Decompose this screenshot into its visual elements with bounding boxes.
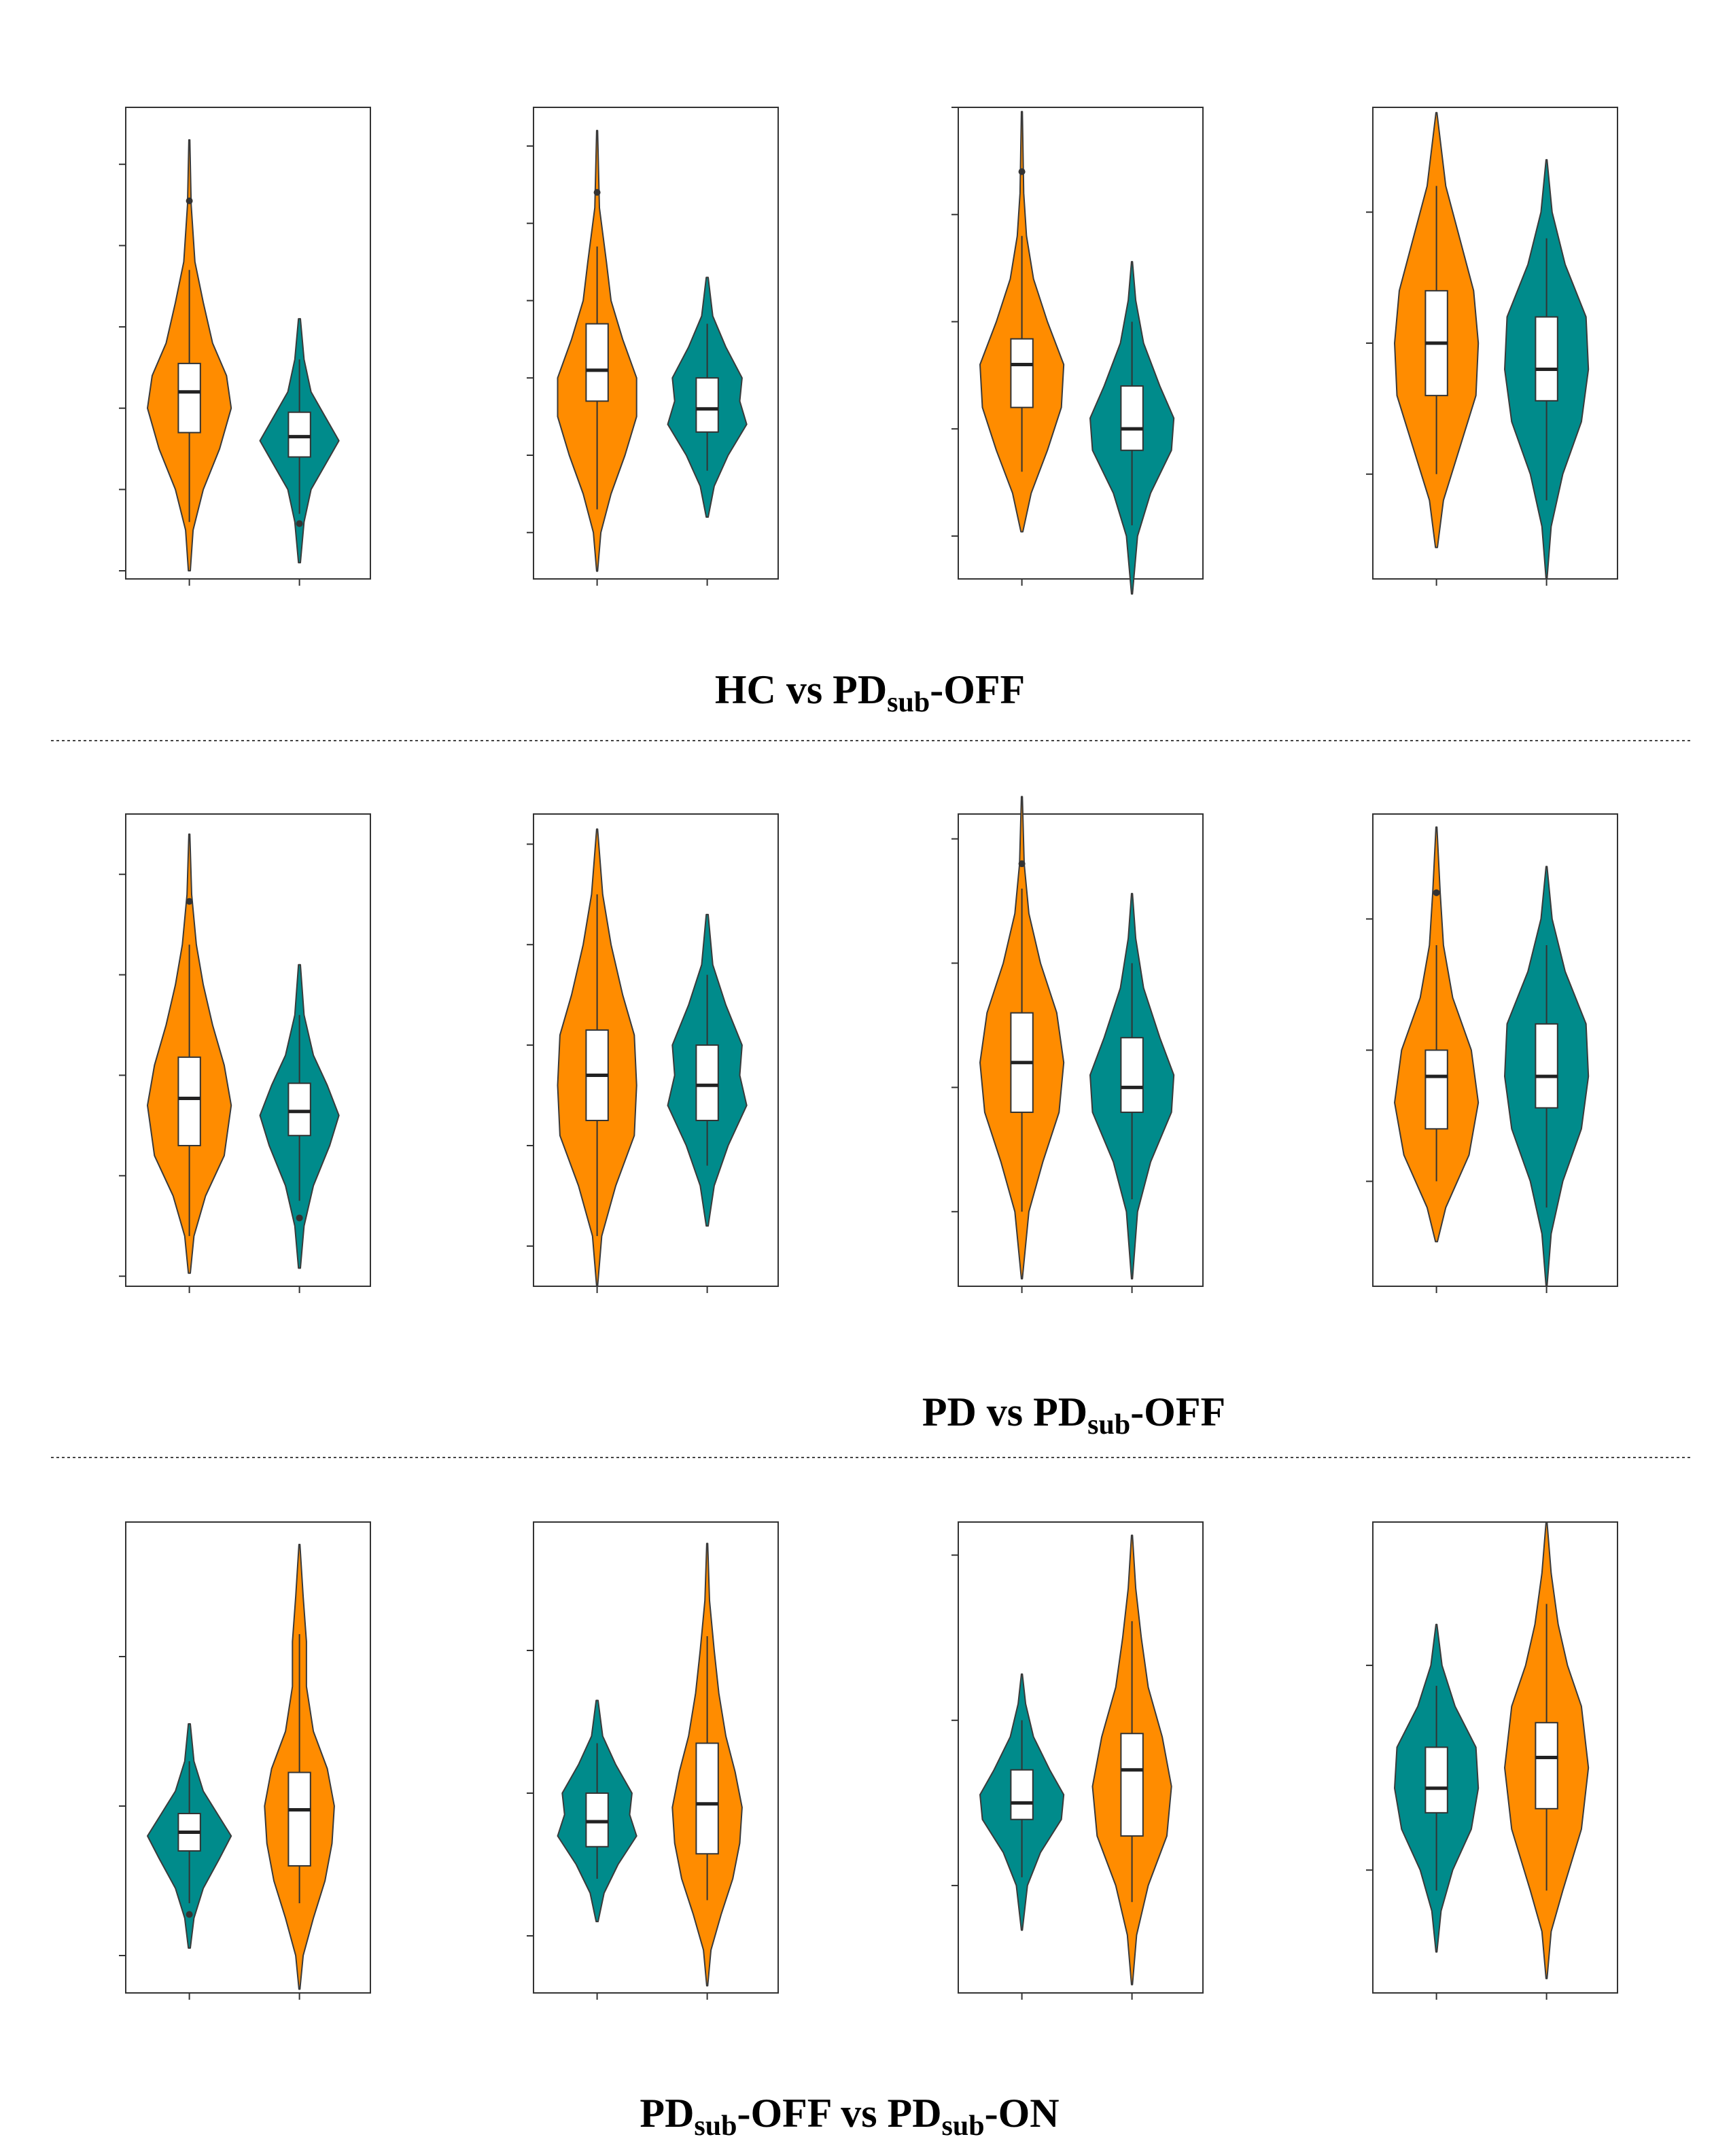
iqr-box	[1424, 1746, 1448, 1814]
violin-plot	[119, 107, 371, 586]
violin-plot	[119, 1521, 371, 2000]
iqr-box	[1010, 338, 1034, 408]
caption-text: -OFF vs PD	[737, 2091, 941, 2136]
violin-plot	[527, 1521, 779, 2000]
caption-subscript: sub	[694, 2110, 737, 2142]
iqr-box	[287, 411, 311, 458]
plot-frame	[958, 813, 1204, 1287]
violin-plot	[527, 813, 779, 1293]
caption-subscript: sub	[1087, 1409, 1130, 1441]
panel-caption: PD vs PDsub-OFF	[922, 1390, 1225, 1441]
violin-plot	[951, 1521, 1204, 2000]
iqr-box	[1120, 385, 1144, 451]
iqr-box	[177, 1056, 201, 1146]
plot-frame	[533, 813, 779, 1287]
iqr-box	[1535, 1023, 1558, 1109]
violin-plot	[951, 107, 1204, 595]
caption-text: -ON	[985, 2091, 1060, 2136]
violin-plot	[1366, 813, 1618, 1293]
outlier-point	[1433, 889, 1440, 896]
panel-A: HC vs PDsub-OFF	[119, 107, 1618, 718]
outlier-point	[296, 1214, 303, 1222]
outlier-point	[1018, 168, 1026, 175]
outlier-point	[186, 898, 193, 905]
iqr-box	[287, 1771, 311, 1867]
iqr-box	[177, 362, 201, 434]
iqr-box	[1010, 1769, 1034, 1820]
caption-text: PD	[640, 2091, 694, 2136]
caption-subscript: sub	[887, 687, 930, 718]
caption-text: -OFF	[1130, 1390, 1225, 1434]
panel-C: PDsub-OFF vs PDsub-ON	[119, 1521, 1618, 2142]
iqr-box	[1120, 1037, 1144, 1113]
outlier-point	[186, 197, 193, 205]
violin-plot	[1366, 1521, 1618, 2000]
iqr-box	[1424, 1049, 1448, 1130]
iqr-box	[695, 1044, 719, 1122]
iqr-box	[585, 323, 609, 402]
iqr-box	[1535, 316, 1558, 402]
panel-caption: HC vs PDsub-OFF	[715, 667, 1025, 718]
iqr-box	[287, 1082, 311, 1137]
iqr-box	[585, 1792, 609, 1848]
plot-frame	[125, 813, 371, 1287]
plot-frame	[533, 107, 779, 580]
caption-subscript: sub	[942, 2110, 985, 2142]
violin-plot	[1366, 107, 1618, 586]
outlier-point	[186, 1911, 193, 1918]
plot-frame	[958, 1521, 1204, 1994]
violin-plot	[527, 107, 779, 586]
panel-B: PD vs PDsub-OFF	[119, 796, 1618, 1441]
outlier-point	[593, 189, 601, 196]
plot-frame	[125, 1521, 371, 1994]
outlier-point	[296, 520, 303, 527]
caption-text: -OFF	[930, 667, 1025, 712]
plot-frame	[125, 107, 371, 580]
violin-plot	[951, 796, 1204, 1293]
plot-frame	[958, 107, 1204, 580]
violin-plot	[119, 813, 371, 1293]
panel-caption: PDsub-OFF vs PDsub-ON	[640, 2091, 1059, 2142]
iqr-box	[1120, 1733, 1144, 1837]
iqr-box	[695, 1742, 719, 1855]
caption-text: HC vs PD	[715, 667, 887, 712]
iqr-box	[695, 377, 719, 433]
iqr-box	[1535, 1722, 1558, 1809]
caption-text: PD vs PD	[922, 1390, 1087, 1434]
plot-frame	[1372, 1521, 1618, 1994]
plot-frame	[533, 1521, 779, 1994]
outlier-point	[1018, 860, 1026, 868]
